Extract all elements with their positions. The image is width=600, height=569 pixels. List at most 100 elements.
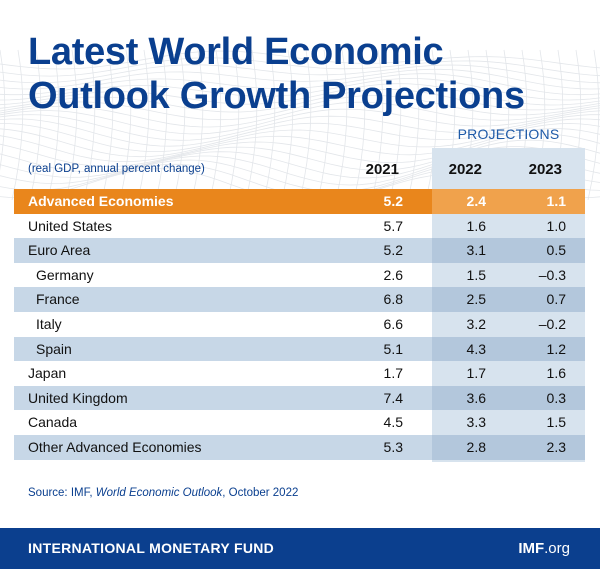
value-2023: 0.7 xyxy=(546,291,566,308)
mesh-line xyxy=(0,146,600,179)
value-2022: 3.3 xyxy=(466,414,486,431)
projection-cell-bg xyxy=(432,238,508,263)
mesh-line xyxy=(47,49,60,200)
row-label: Euro Area xyxy=(28,242,91,259)
row-label: Spain xyxy=(36,340,72,357)
mesh-line xyxy=(137,49,150,200)
mesh-line xyxy=(83,49,96,200)
footer-bar: INTERNATIONAL MONETARY FUND IMF.org xyxy=(0,528,600,569)
mesh-line xyxy=(389,49,402,200)
row-label: United States xyxy=(28,217,113,234)
mesh-line xyxy=(0,118,600,147)
mesh-line xyxy=(0,50,600,70)
value-2023: 0.3 xyxy=(546,389,566,406)
projection-cell-bg xyxy=(432,287,508,312)
source-suffix: , October 2022 xyxy=(222,487,299,499)
mesh-line xyxy=(209,49,222,200)
mesh-line xyxy=(425,49,438,200)
mesh-line xyxy=(0,123,600,152)
value-2021: 5.2 xyxy=(383,242,403,259)
value-2022: 1.5 xyxy=(466,266,486,283)
footer-site-ext: .org xyxy=(544,540,570,557)
table-row: Japan 1.7 1.7 1.6 xyxy=(14,361,585,386)
table-row: Other Advanced Economies 5.3 2.8 2.3 xyxy=(14,434,585,460)
table-row: France 6.8 2.5 0.7 xyxy=(14,287,585,312)
value-2021: 5.1 xyxy=(383,340,403,357)
row-label: Japan xyxy=(28,365,67,382)
value-2022: 2.8 xyxy=(466,438,486,455)
mesh-line xyxy=(155,49,168,200)
mesh-line xyxy=(29,49,42,200)
mesh-line xyxy=(335,49,348,200)
projection-cell-bg xyxy=(508,238,585,263)
mesh-line xyxy=(263,49,276,200)
value-2021: 7.4 xyxy=(383,389,403,406)
row-label: United Kingdom xyxy=(28,389,128,406)
projections-label: PROJECTIONS xyxy=(457,126,560,142)
mesh-line xyxy=(281,49,294,200)
value-2022: 2.4 xyxy=(466,193,486,209)
mesh-line xyxy=(407,49,420,200)
value-2022: 3.2 xyxy=(466,315,486,332)
value-2022: 3.1 xyxy=(466,242,486,259)
mesh-line xyxy=(0,57,600,77)
value-2021: 5.3 xyxy=(383,438,403,455)
value-2021: 5.2 xyxy=(383,193,403,209)
table-row: Italy 6.6 3.2 –0.2 xyxy=(14,312,585,337)
mesh-line xyxy=(0,139,600,171)
value-2023: 1.5 xyxy=(546,414,566,431)
value-2022: 2.5 xyxy=(466,291,486,308)
projection-cell-bg xyxy=(508,287,585,312)
value-2023: 1.1 xyxy=(546,193,566,209)
mesh-line xyxy=(0,73,600,96)
value-2023: –0.3 xyxy=(538,266,566,283)
row-label: Italy xyxy=(36,315,62,332)
value-2022: 1.7 xyxy=(466,365,486,382)
mesh-line xyxy=(0,83,600,106)
mesh-line xyxy=(353,49,366,200)
year-header-2021: 2021 xyxy=(365,161,399,178)
table-row: United States 5.7 1.6 1.0 xyxy=(14,214,585,239)
value-2023: 1.0 xyxy=(546,217,566,234)
value-2021: 6.6 xyxy=(383,315,403,332)
footer-site-link[interactable]: IMF.org xyxy=(518,540,570,557)
value-2023: 2.3 xyxy=(546,438,566,455)
value-2021: 6.8 xyxy=(383,291,403,308)
projection-cell-bg xyxy=(432,189,508,214)
table-subtitle: (real GDP, annual percent change) xyxy=(28,163,205,175)
mesh-line xyxy=(299,49,312,200)
growth-table: Advanced Economies 5.2 2.4 1.1 United States… xyxy=(14,189,585,460)
mesh-line xyxy=(0,64,600,84)
mesh-line xyxy=(245,49,258,200)
title-line-1: Latest World Economic xyxy=(28,31,444,73)
table-row: Euro Area 5.2 3.1 0.5 xyxy=(14,238,585,263)
table-row: Advanced Economies 5.2 2.4 1.1 xyxy=(14,189,585,214)
projection-cell-bg xyxy=(508,336,585,362)
mesh-line xyxy=(371,49,384,200)
year-header-2022: 2022 xyxy=(448,161,482,178)
projection-cell-bg xyxy=(432,385,508,411)
source-prefix: Source: IMF, xyxy=(28,487,96,499)
mesh-line xyxy=(0,128,600,158)
mesh-line xyxy=(191,49,204,200)
title-line-2: Outlook Growth Projections xyxy=(28,75,525,117)
value-2023: 1.6 xyxy=(546,365,566,382)
mesh-line xyxy=(0,77,600,101)
value-2021: 4.5 xyxy=(383,414,403,431)
value-2022: 4.3 xyxy=(466,340,486,357)
mesh-line xyxy=(317,49,330,200)
footer-site-main: IMF xyxy=(518,540,545,557)
mesh-line xyxy=(101,49,114,200)
background-mesh xyxy=(0,49,600,200)
projection-cell-bg xyxy=(508,189,585,214)
mesh-line xyxy=(0,68,600,90)
row-label: Advanced Economies xyxy=(28,193,174,209)
projection-cell-bg xyxy=(432,336,508,362)
mesh-line xyxy=(0,89,600,113)
value-2022: 3.6 xyxy=(466,389,486,406)
mesh-line xyxy=(119,49,132,200)
mesh-line xyxy=(0,101,600,128)
table-row: Canada 4.5 3.3 1.5 xyxy=(14,410,585,435)
mesh-line xyxy=(0,49,6,171)
footer-org-name: INTERNATIONAL MONETARY FUND xyxy=(28,540,275,556)
